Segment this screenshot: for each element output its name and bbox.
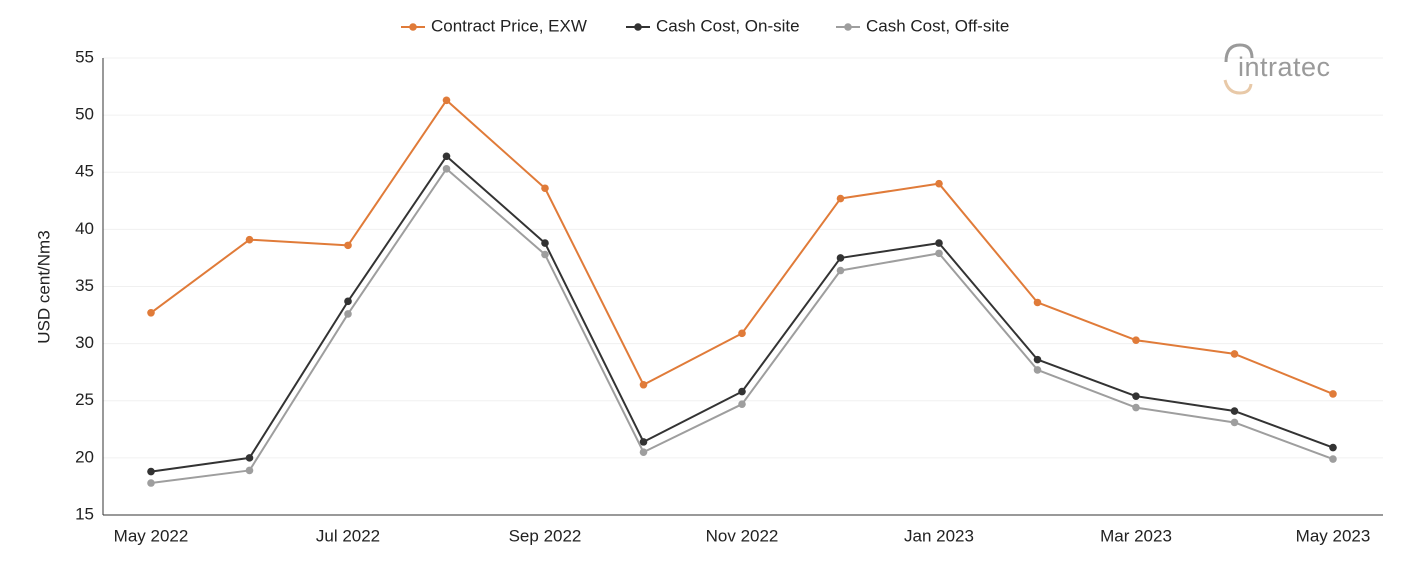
data-point xyxy=(1329,455,1337,463)
data-point xyxy=(344,241,352,250)
data-point xyxy=(541,250,549,259)
data-point xyxy=(1132,392,1140,400)
series-3 xyxy=(147,165,1337,487)
series-line xyxy=(150,155,1334,473)
x-tick-label: Jan 2023 xyxy=(904,526,974,545)
x-tick-label: Sep 2022 xyxy=(509,526,582,545)
legend-marker-icon xyxy=(634,23,642,31)
data-point xyxy=(639,438,648,446)
data-point xyxy=(1329,443,1337,452)
data-point xyxy=(147,467,155,476)
data-point xyxy=(1230,350,1239,358)
x-tick-label: Nov 2022 xyxy=(706,526,779,545)
series-line xyxy=(150,99,1334,395)
y-tick-label: 25 xyxy=(75,390,94,409)
x-tick-label: Mar 2023 xyxy=(1100,526,1172,545)
data-point xyxy=(1230,418,1239,427)
data-point xyxy=(738,400,746,408)
data-point xyxy=(1329,390,1337,398)
intratec-logo: intratec xyxy=(1223,43,1331,95)
series-1 xyxy=(147,96,1337,398)
logo-mark-icon xyxy=(1224,43,1254,63)
y-tick-label: 45 xyxy=(75,162,94,181)
data-point xyxy=(442,165,451,173)
legend-item: Cash Cost, Off-site xyxy=(836,16,1009,35)
data-point xyxy=(541,239,549,247)
data-point xyxy=(245,466,254,475)
data-point xyxy=(1033,298,1042,307)
x-tick-label: May 2023 xyxy=(1296,526,1371,545)
data-point xyxy=(639,380,648,389)
data-point xyxy=(1033,355,1042,364)
series-lines xyxy=(147,96,1337,487)
data-point xyxy=(639,448,648,456)
y-tick-label: 55 xyxy=(75,47,94,66)
legend-marker-icon xyxy=(409,23,417,31)
data-point xyxy=(836,194,845,203)
data-point xyxy=(344,297,352,306)
y-tick-label: 50 xyxy=(75,105,94,124)
data-point xyxy=(442,152,451,161)
data-point xyxy=(935,239,943,247)
legend-label: Cash Cost, On-site xyxy=(656,16,800,35)
legend-label: Cash Cost, Off-site xyxy=(866,16,1009,35)
data-point xyxy=(836,254,845,262)
series-line xyxy=(150,167,1334,485)
data-point xyxy=(245,235,254,244)
legend-item: Cash Cost, On-site xyxy=(626,16,800,35)
data-point xyxy=(1132,336,1140,344)
gridlines xyxy=(103,57,1383,459)
x-tick-label: Jul 2022 xyxy=(316,526,380,545)
logo-accent-icon xyxy=(1223,79,1253,95)
data-point xyxy=(738,387,746,396)
legend-item: Contract Price, EXW xyxy=(401,16,587,35)
data-point xyxy=(1033,366,1042,374)
legend-label: Contract Price, EXW xyxy=(431,16,587,35)
data-point xyxy=(738,329,746,338)
data-point xyxy=(442,96,451,105)
y-tick-label: 15 xyxy=(75,504,94,523)
axes: 15 20 25 30 35 40 45 50 55 May 2022 Jul 2022 Sep 20… xyxy=(75,47,1383,545)
data-point xyxy=(836,266,845,275)
series-2 xyxy=(147,152,1337,476)
y-tick-label: 20 xyxy=(75,447,94,466)
y-tick-label: 30 xyxy=(75,333,94,352)
data-point xyxy=(935,179,943,188)
data-point xyxy=(344,310,352,318)
legend-marker-icon xyxy=(844,23,852,31)
data-point xyxy=(935,249,943,258)
logo-text: intratec xyxy=(1238,52,1331,82)
data-point xyxy=(147,308,155,317)
data-point xyxy=(1230,407,1239,415)
legend: Contract Price, EXW Cash Cost, On-site Cas… xyxy=(401,16,1009,35)
data-point xyxy=(1132,403,1140,412)
data-point xyxy=(541,184,549,193)
x-tick-label: May 2022 xyxy=(114,526,189,545)
y-tick-label: 35 xyxy=(75,276,94,295)
y-tick-label: 40 xyxy=(75,219,94,238)
y-axis-label: USD cent/Nm3 xyxy=(34,230,53,343)
data-point xyxy=(147,479,155,487)
data-point xyxy=(245,454,254,462)
